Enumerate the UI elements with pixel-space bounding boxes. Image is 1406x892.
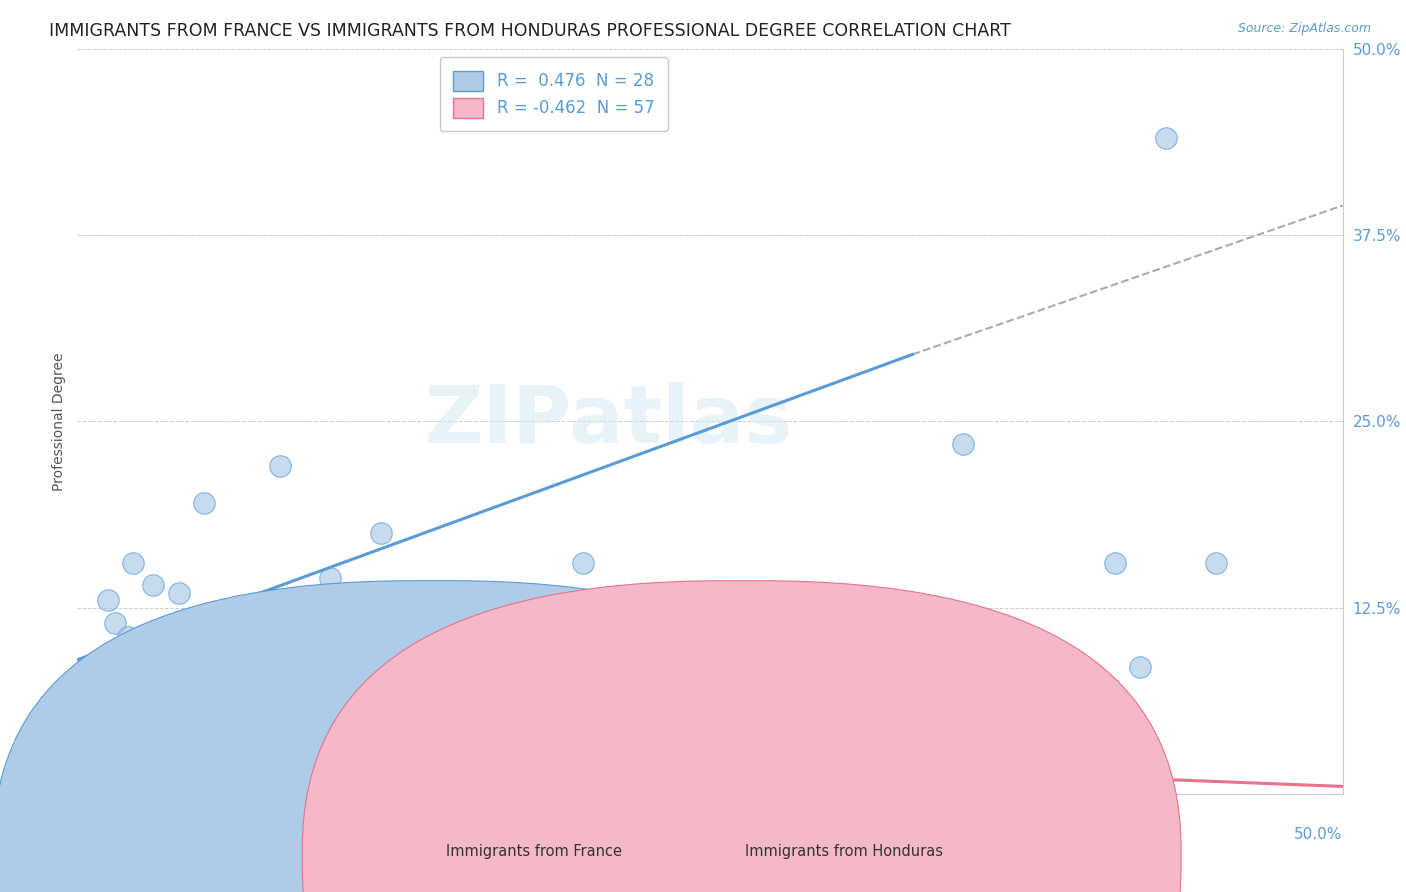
Point	[395, 742, 418, 756]
Point	[160, 757, 183, 772]
Point	[420, 712, 443, 726]
Point	[1129, 660, 1152, 674]
Point	[243, 705, 266, 719]
Point	[243, 645, 266, 659]
Point	[136, 749, 159, 764]
Point	[142, 578, 165, 592]
Point	[72, 742, 94, 756]
Point	[84, 735, 107, 749]
Point	[173, 727, 195, 741]
Point	[370, 526, 392, 541]
Point	[79, 727, 101, 741]
Point	[294, 712, 316, 726]
Point	[167, 586, 190, 600]
Text: Immigrants from Honduras: Immigrants from Honduras	[745, 845, 942, 859]
Point	[370, 720, 392, 734]
Point	[91, 742, 114, 756]
Point	[97, 749, 120, 764]
Point	[76, 749, 98, 764]
Point	[281, 757, 304, 772]
Point	[142, 712, 165, 726]
Text: 0.0%: 0.0%	[77, 828, 117, 842]
Point	[231, 727, 253, 741]
Point	[117, 631, 139, 645]
Point	[1104, 556, 1126, 570]
Point	[218, 638, 240, 652]
Point	[129, 727, 152, 741]
Point	[142, 638, 165, 652]
Point	[269, 727, 291, 741]
Point	[319, 571, 342, 585]
Point	[104, 615, 127, 630]
Point	[124, 712, 146, 726]
Point	[446, 645, 468, 659]
Point	[107, 735, 129, 749]
Y-axis label: Professional Degree: Professional Degree	[52, 352, 66, 491]
Point	[256, 749, 278, 764]
Point	[294, 660, 316, 674]
Point	[180, 653, 202, 667]
Point	[135, 705, 157, 719]
Point	[307, 742, 329, 756]
Point	[205, 735, 228, 749]
Point	[86, 757, 108, 772]
Text: Immigrants from France: Immigrants from France	[446, 845, 623, 859]
Point	[82, 764, 104, 779]
Point	[1129, 757, 1152, 772]
Point	[152, 735, 174, 749]
Point	[876, 645, 898, 659]
Text: IMMIGRANTS FROM FRANCE VS IMMIGRANTS FROM HONDURAS PROFESSIONAL DEGREE CORRELATI: IMMIGRANTS FROM FRANCE VS IMMIGRANTS FRO…	[49, 22, 1011, 40]
Point	[572, 727, 595, 741]
Text: Source: ZipAtlas.com: Source: ZipAtlas.com	[1237, 22, 1371, 36]
Point	[572, 556, 595, 570]
Text: ZIPatlas: ZIPatlas	[425, 383, 793, 460]
Point	[167, 772, 190, 786]
Point	[122, 742, 145, 756]
Point	[269, 459, 291, 474]
Point	[193, 772, 215, 786]
Point	[111, 720, 134, 734]
Point	[111, 660, 134, 674]
Point	[148, 727, 170, 741]
Legend: R =  0.476  N = 28, R = -0.462  N = 57: R = 0.476 N = 28, R = -0.462 N = 57	[440, 57, 668, 131]
Point	[952, 437, 974, 451]
Point	[89, 720, 111, 734]
Point	[91, 653, 114, 667]
Point	[117, 705, 139, 719]
Point	[446, 757, 468, 772]
Point	[110, 772, 132, 786]
Point	[1154, 131, 1177, 145]
Point	[699, 742, 721, 756]
Point	[129, 645, 152, 659]
Point	[180, 705, 202, 719]
Point	[218, 764, 240, 779]
Point	[186, 757, 208, 772]
Point	[129, 772, 152, 786]
Point	[91, 712, 114, 726]
Point	[122, 556, 145, 570]
Point	[104, 749, 127, 764]
Point	[193, 712, 215, 726]
Point	[97, 593, 120, 607]
Point	[167, 720, 190, 734]
Point	[155, 705, 177, 719]
Point	[98, 727, 121, 741]
Point	[344, 735, 367, 749]
Point	[1205, 556, 1227, 570]
Point	[218, 720, 240, 734]
Point	[319, 727, 342, 741]
Point	[104, 705, 127, 719]
Point	[117, 757, 139, 772]
Point	[420, 586, 443, 600]
Point	[101, 764, 124, 779]
Point	[155, 675, 177, 690]
Point	[193, 496, 215, 510]
Text: 50.0%: 50.0%	[1295, 828, 1343, 842]
Point	[142, 764, 165, 779]
